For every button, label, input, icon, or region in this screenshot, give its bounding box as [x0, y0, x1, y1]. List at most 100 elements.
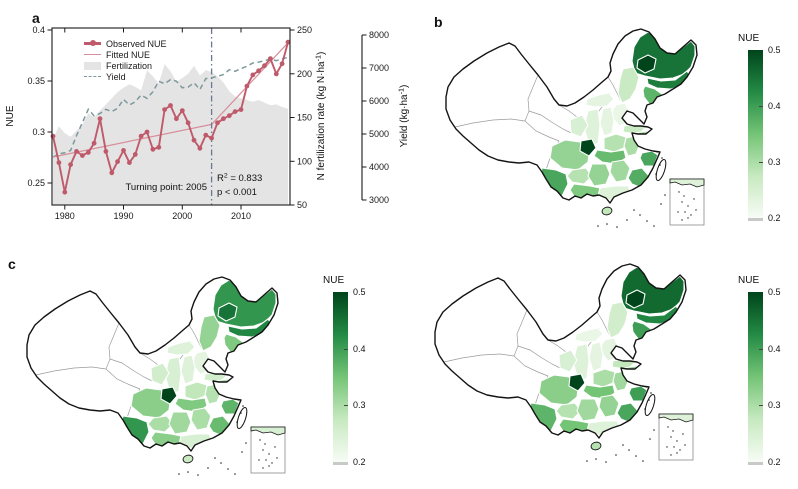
inset-island-dot [274, 446, 276, 448]
observed-nue-marker [156, 144, 162, 150]
observed-nue-marker [168, 103, 173, 108]
yield-tick-label: 6000 [369, 96, 389, 106]
legend-row-yield: Yield [84, 71, 167, 82]
observed-nue-marker [132, 152, 138, 157]
colorbar-tick-mark [759, 348, 763, 350]
fert-tick-label: 250 [297, 25, 312, 35]
small-island-dot [586, 460, 588, 462]
small-island-dot [187, 471, 189, 473]
observed-nue-marker [68, 162, 73, 168]
observed-nue-marker [191, 137, 197, 143]
nue-tick-label: 0.25 [27, 178, 45, 188]
inset-island-dot [678, 191, 680, 193]
colorbar-tick-mark [759, 106, 763, 107]
hainan-island [182, 454, 194, 464]
inset-island-dot [695, 209, 697, 211]
china-map-c-right [434, 263, 694, 463]
observed-nue-marker [185, 120, 191, 126]
colorbar-tick-label: 0.5 [768, 45, 781, 55]
inset-island-dot [679, 449, 681, 451]
province-border-line [528, 110, 572, 134]
colorbar-tick-label: 0.3 [768, 400, 781, 411]
observed-nue-marker [226, 113, 232, 119]
small-island-dot [616, 226, 618, 228]
yield-tick-label: 4000 [369, 162, 389, 172]
colorbar-title: NUE [738, 275, 760, 286]
province-border-line [109, 358, 153, 382]
colorbar-tick-label: 0.4 [768, 343, 781, 354]
region-gansu_se [569, 114, 589, 138]
observed-nue-marker [273, 71, 279, 77]
colorbar-tick-label: 0.2 [768, 213, 781, 223]
observed-nue-marker [74, 149, 79, 154]
observed-nue-marker [244, 83, 250, 89]
region-innermongolia_e [617, 66, 640, 104]
colorbar-undercap [748, 462, 763, 465]
nue-trend-chart: 1980 1990 2000 2010 0.4 0.35 0.3 0.25 250 200 150 1… [5, 25, 411, 221]
small-island-dot [197, 474, 199, 476]
region-heilongjiang_west [625, 289, 646, 309]
inset-island-dot [683, 195, 685, 197]
inset-island-dot [670, 436, 672, 438]
inset-island-dot [667, 426, 669, 428]
observed-nue-marker [279, 61, 285, 67]
region-hunan [587, 163, 611, 187]
province-border-line [596, 311, 611, 337]
fertilization-swatch-icon [84, 61, 101, 70]
observed-nue-marker [85, 150, 91, 155]
inset-island-dot [262, 467, 264, 469]
small-island-dot [214, 457, 216, 459]
region-guizhou [147, 415, 174, 433]
region-hunan [576, 398, 600, 422]
colorbar-undercap [333, 462, 348, 465]
inset-island-dot [264, 443, 266, 445]
small-island-dot [646, 220, 648, 222]
yield-tick-label: 3000 [369, 195, 389, 205]
panel-label-a: a [32, 10, 40, 26]
panel-label-b: b [434, 14, 443, 30]
region-guizhou [555, 402, 582, 420]
province-border-line [188, 324, 203, 350]
x-tick-label: 2010 [231, 211, 251, 221]
small-island-dot [220, 462, 222, 464]
inset-island-dot [268, 465, 270, 467]
region-jiangxi [190, 407, 212, 431]
hainan-island [601, 206, 613, 216]
legend-label-fertilization: Fertilization [106, 60, 153, 71]
small-island-dot [242, 405, 244, 407]
region-jiangxi [609, 159, 631, 183]
observed-nue-swatch-icon [84, 39, 101, 48]
x-tick-label: 1980 [55, 211, 75, 221]
p-value-annotation: p < 0.001 [217, 187, 257, 198]
region-hunan [168, 411, 192, 435]
observed-nue-marker [162, 107, 168, 112]
yield-axis-label: Yield (kg·ha-1) [397, 85, 411, 148]
region-shanxi [180, 354, 196, 385]
small-island-dot [642, 460, 644, 462]
region-guizhou [566, 167, 593, 185]
observed-nue-marker [80, 153, 85, 158]
observed-nue-marker [232, 109, 238, 114]
region-chongqing [160, 386, 178, 405]
region-gansu_se [558, 349, 578, 373]
china-outline [434, 263, 687, 439]
inset-island-dot [276, 457, 278, 459]
colorbar-tick-label: 0.4 [768, 101, 781, 111]
observed-nue-marker [174, 116, 179, 122]
legend-row-fertilization: Fertilization [84, 60, 167, 71]
south-china-sea-inset [658, 413, 694, 461]
inset-island-dot [682, 433, 684, 435]
region-heilongjiang_west [217, 302, 238, 322]
inset-island-dot [676, 440, 678, 442]
inset-island-dot [690, 214, 692, 216]
china-map-c-left [26, 276, 286, 476]
small-island-dot [234, 473, 236, 475]
small-island-dot [622, 444, 624, 446]
observed-nue-marker [138, 133, 144, 139]
inset-island-dot [681, 201, 683, 203]
fitted-nue-swatch-icon [84, 53, 101, 56]
small-island-dot [648, 399, 650, 401]
observed-nue-marker [126, 160, 132, 166]
region-chongqing [579, 138, 597, 157]
colorbar-gradient [333, 292, 348, 465]
